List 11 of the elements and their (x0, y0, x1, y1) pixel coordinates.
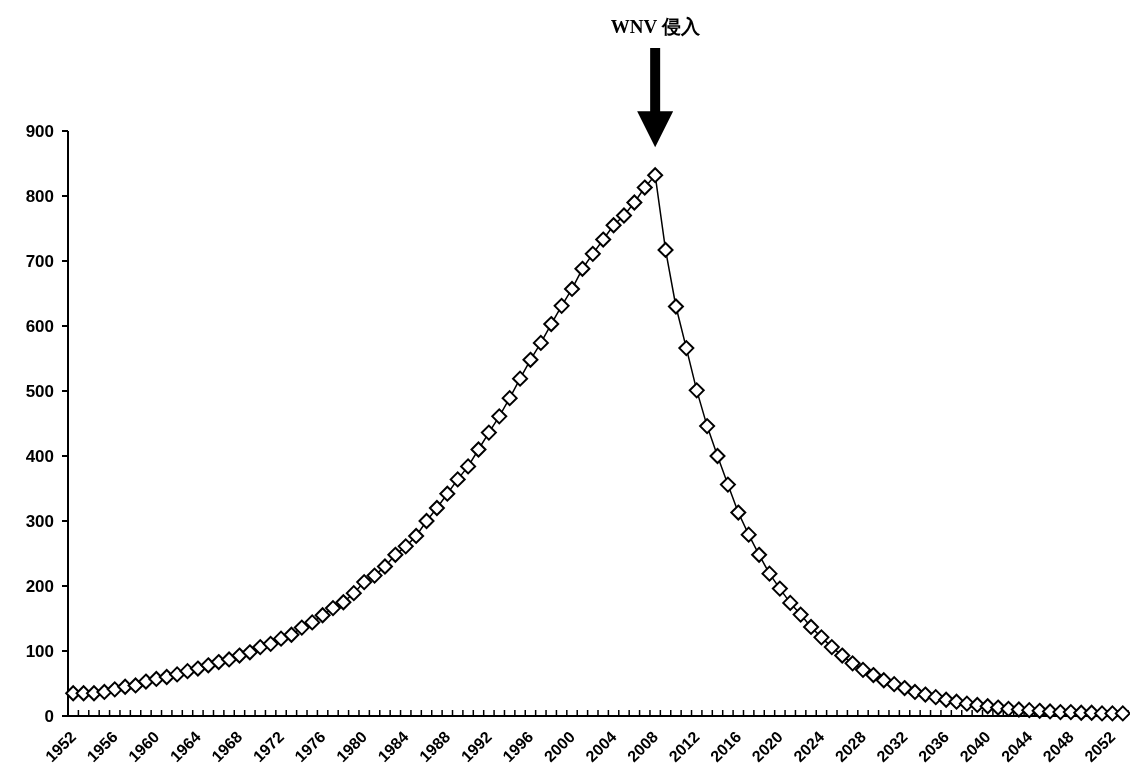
y-tick-label: 600 (25, 317, 54, 336)
y-tick-label: 500 (25, 382, 54, 401)
y-tick-label: 200 (25, 577, 54, 596)
y-tick-label: 700 (25, 252, 54, 271)
y-tick-label: 900 (25, 122, 54, 141)
text: WNV 侵入 (610, 16, 701, 37)
y-tick-label: 800 (25, 187, 54, 206)
y-tick-label: 0 (44, 707, 54, 726)
y-tick-label: 300 (25, 512, 54, 531)
y-tick-label: 400 (25, 447, 54, 466)
y-tick-label: 100 (25, 642, 54, 661)
